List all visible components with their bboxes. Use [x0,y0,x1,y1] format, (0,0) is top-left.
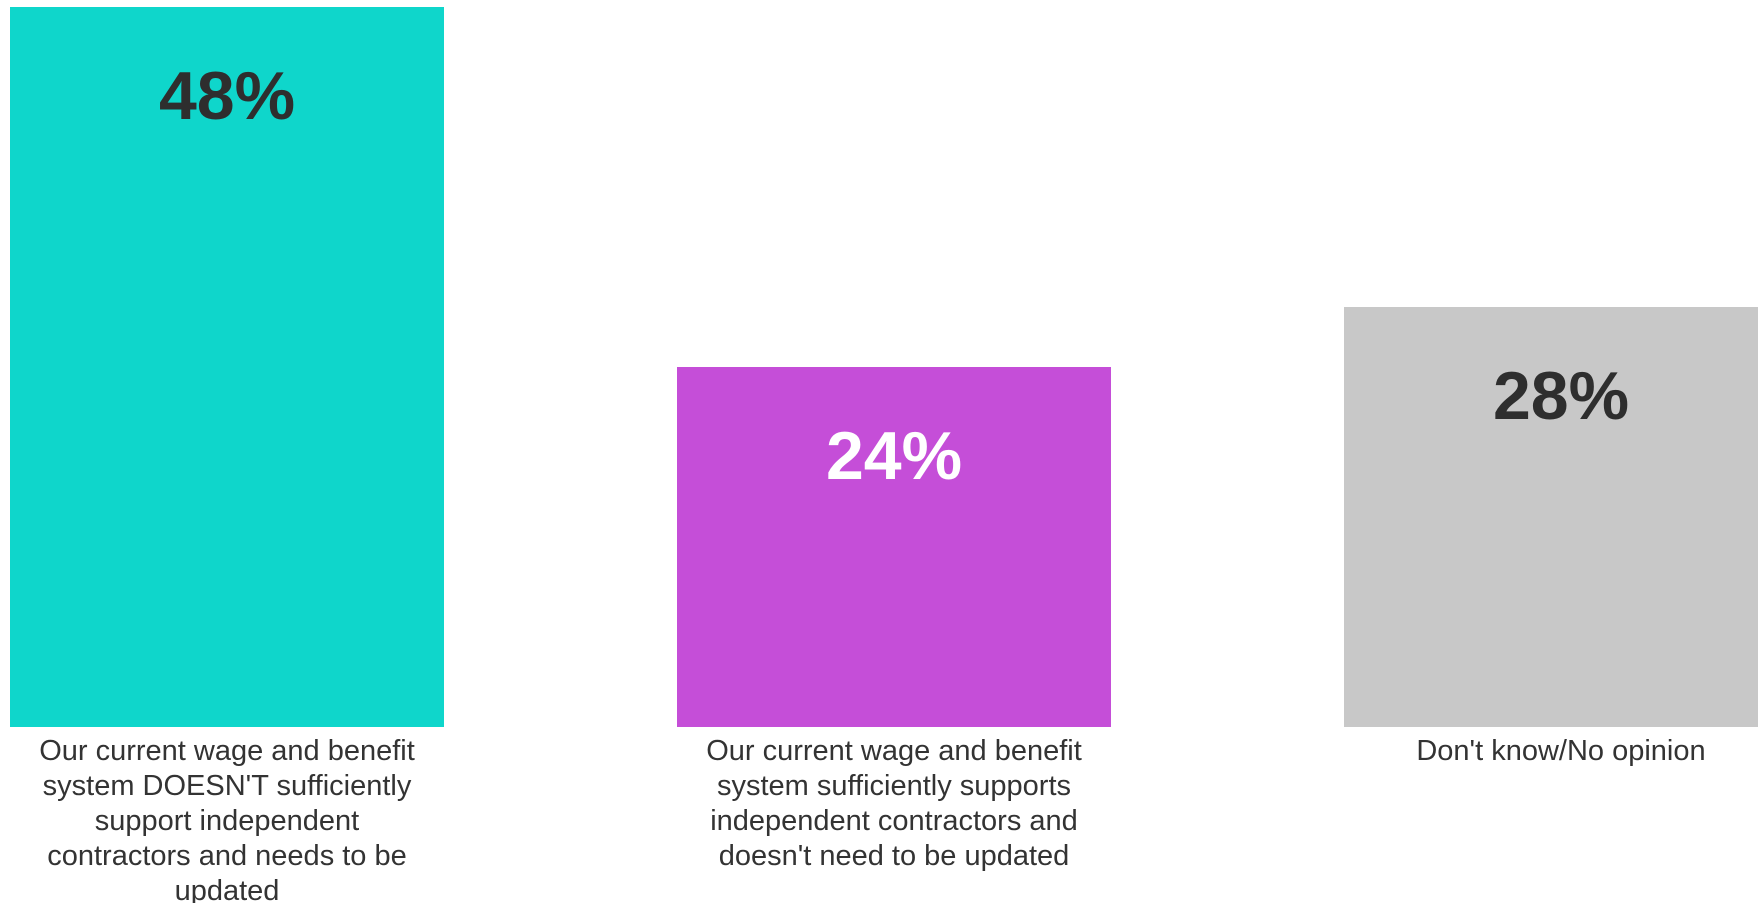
category-label-line: Our current wage and benefit [39,735,415,767]
bar-value-label-3: 28% [1493,358,1629,434]
bar-group-3: 28% Don't know/No opinion [1344,307,1758,767]
bar-2 [677,367,1111,727]
bar-group-2: 24% Our current wage and benefit system su… [677,367,1111,872]
category-label-1: Our current wage and benefit system DOESN… [39,735,415,903]
category-label-line: doesn't need to be updated [719,840,1070,872]
category-label-3: Don't know/No opinion [1416,735,1705,767]
bar-value-label-2: 24% [826,418,962,494]
category-label-line: contractors and needs to be [47,840,407,872]
category-label-line: independent contractors and [710,805,1078,837]
category-label-2: Our current wage and benefit system suffi… [706,735,1082,872]
bar-3 [1344,307,1758,727]
bar-group-1: 48% Our current wage and benefit system DO… [10,7,444,903]
bar-1 [10,7,444,727]
category-label-line: system DOESN'T sufficiently [43,770,412,802]
bar-value-label-1: 48% [159,58,295,134]
category-label-line: Don't know/No opinion [1416,735,1705,767]
category-label-line: system sufficiently supports [717,770,1071,802]
category-label-line: updated [175,875,280,903]
category-label-line: support independent [95,805,359,837]
category-label-line: Our current wage and benefit [706,735,1082,767]
